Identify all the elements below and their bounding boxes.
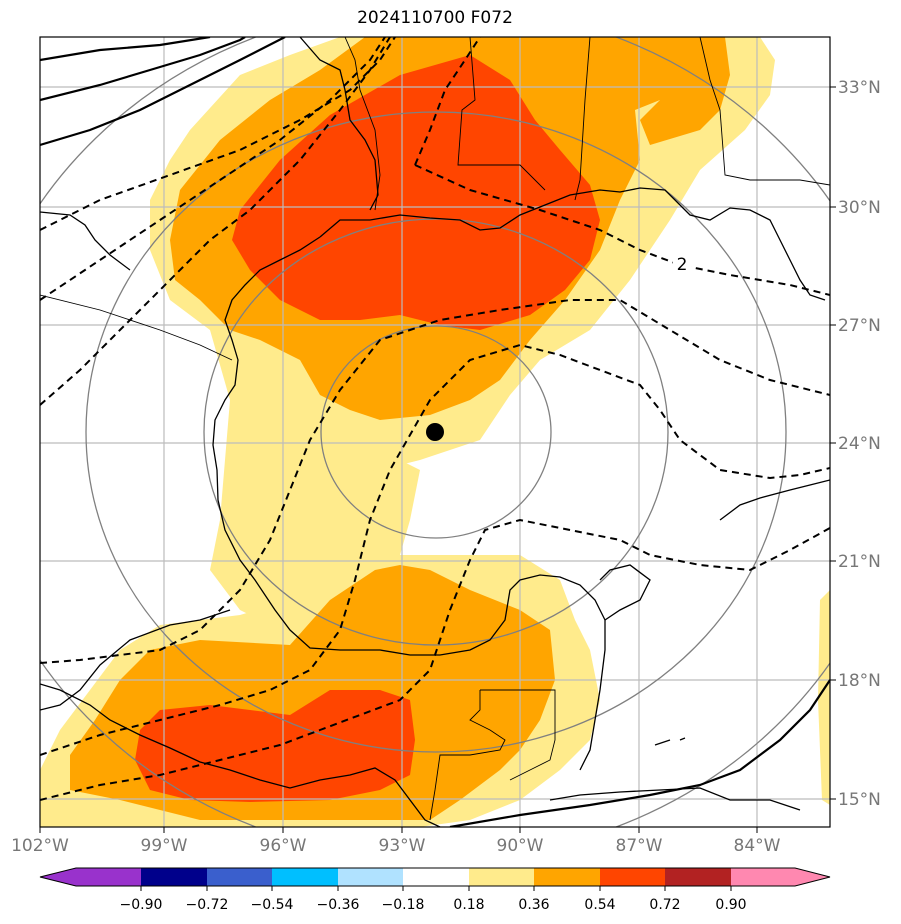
latitude-labels: 33°N 30°N 27°N 24°N 21°N 18°N 15°N (838, 78, 881, 810)
contour-label: 2 (677, 255, 688, 275)
colorbar-label: −0.72 (186, 897, 229, 913)
colorbar-swatch (469, 868, 534, 886)
lat-label: 33°N (838, 78, 881, 98)
storm-center-marker (426, 423, 444, 441)
colorbar-swatch (207, 868, 272, 886)
colorbar-label: −0.90 (120, 897, 163, 913)
colorbar-swatch (338, 868, 403, 886)
map-panel: 2 (40, 37, 830, 827)
tick-marks (39, 86, 836, 833)
colorbar-label: −0.18 (382, 897, 425, 913)
lon-label: 87°W (616, 836, 663, 856)
colorbar-label: 0.54 (584, 897, 615, 913)
lon-label: 96°W (260, 836, 307, 856)
colorbar-label: −0.54 (251, 897, 294, 913)
colorbar-extend-high (731, 868, 830, 886)
colorbar-label: 0.36 (518, 897, 549, 913)
colorbar-swatch (272, 868, 338, 886)
colorbar-swatch (403, 868, 469, 886)
map-title: 2024110700 F072 (357, 8, 513, 28)
colorbar-label: −0.36 (317, 897, 360, 913)
range-rings (40, 37, 830, 827)
colorbar-swatch (141, 868, 207, 886)
colorbar-label: 0.90 (715, 897, 746, 913)
colorbar-outline (39, 867, 831, 887)
lon-label: 102°W (11, 836, 69, 856)
lon-label: 93°W (379, 836, 426, 856)
colorbar: −0.90 −0.72 −0.54 −0.36 −0.18 0.18 0.36 … (39, 867, 831, 913)
lat-label: 21°N (838, 552, 881, 572)
lon-label: 99°W (141, 836, 188, 856)
colorbar-label: 0.72 (649, 897, 680, 913)
dashed-contours (40, 37, 830, 801)
colorbar-extend-low (40, 868, 141, 886)
lon-label: 90°W (497, 836, 544, 856)
lat-label: 24°N (838, 434, 881, 454)
colorbar-swatch (665, 868, 731, 886)
colorbar-label: 0.18 (453, 897, 484, 913)
coastline (40, 37, 830, 827)
longitude-labels: 102°W 99°W 96°W 93°W 90°W 87°W 84°W (11, 836, 781, 856)
lon-label: 84°W (734, 836, 781, 856)
political-borders (40, 37, 830, 821)
lat-label: 15°N (838, 790, 881, 810)
lat-label: 27°N (838, 316, 881, 336)
colorbar-swatch (600, 868, 665, 886)
colorbar-swatch (534, 868, 600, 886)
lat-label: 18°N (838, 671, 881, 691)
lat-label: 30°N (838, 198, 881, 218)
solid-contours (40, 37, 830, 827)
map-frame (39, 36, 831, 828)
graticule (40, 37, 830, 827)
